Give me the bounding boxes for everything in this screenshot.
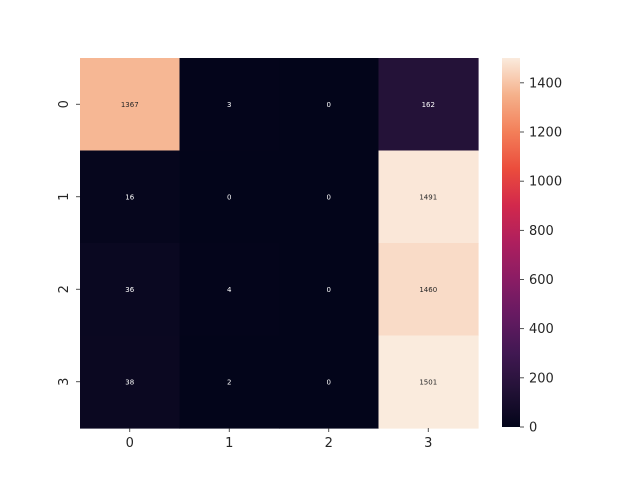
heatmap-cell-2-1 [179,243,280,337]
heatmap-cell-1-0 [80,150,181,244]
colorbar-tick-label-7: 1400 [529,76,562,91]
heatmap-cell-3-0 [80,335,181,429]
y-tick-label-3: 3 [57,378,72,386]
heatmap-cell-2-0 [80,243,181,337]
heatmap-cell-2-2 [279,243,380,337]
x-tick-label-1: 1 [225,436,233,451]
heatmap-cell-labels: 1367 3 0 162 16 0 0 1491 36 4 0 1460 38 2 0 1501 [121,101,437,387]
y-axis: 0 1 2 3 [57,100,80,386]
cell-label-1-2: 0 [327,193,331,201]
cell-label-1-1: 0 [227,193,231,201]
y-tick-label-2: 2 [57,285,72,293]
x-tick-label-3: 3 [424,436,432,451]
y-tick-label-1: 1 [57,193,72,201]
cell-label-0-0: 1367 [121,101,139,109]
colorbar-tick-label-6: 1200 [529,125,562,140]
cell-label-3-1: 2 [227,378,231,386]
heatmap-cell-3-2 [279,335,380,429]
cell-label-1-0: 16 [125,193,134,201]
heatmap-cells [80,58,479,429]
colorbar-gradient [502,58,520,427]
cell-label-2-1: 4 [227,286,232,294]
heatmap-cell-3-3 [378,335,479,429]
heatmap-cell-0-2 [279,58,380,152]
cell-label-0-3: 162 [422,101,435,109]
cell-label-3-0: 38 [125,378,134,386]
colorbar-ticks: 0 200 400 600 800 1000 1200 1400 [520,76,562,436]
heatmap-cell-0-0 [80,58,181,152]
cell-label-2-0: 36 [125,286,134,294]
heatmap-cell-0-3 [378,58,479,152]
colorbar-tick-label-3: 600 [529,273,554,288]
cell-label-2-3: 1460 [419,286,437,294]
cell-label-0-2: 0 [327,101,331,109]
x-tick-label-0: 0 [126,436,134,451]
colorbar-tick-label-2: 400 [529,322,554,337]
colorbar-tick-label-5: 1000 [529,175,562,190]
x-axis: 0 1 2 3 [126,428,432,451]
colorbar-tick-label-0: 0 [529,421,537,436]
heatmap-cell-3-1 [179,335,280,429]
cell-label-0-1: 3 [227,101,231,109]
heatmap-cell-1-1 [179,150,280,244]
colorbar-tick-label-4: 800 [529,224,554,239]
cell-label-3-2: 0 [327,378,331,386]
heatmap-cell-0-1 [179,58,280,152]
colorbar-tick-label-1: 200 [529,371,554,386]
cell-label-1-3: 1491 [419,193,437,201]
y-tick-label-0: 0 [57,100,72,108]
heatmap-cell-1-2 [279,150,380,244]
cell-label-3-3: 1501 [419,378,437,386]
colorbar: 0 200 400 600 800 1000 1200 1400 [502,58,562,436]
cell-label-2-2: 0 [327,286,331,294]
x-tick-label-2: 2 [325,436,333,451]
heatmap-cell-2-3 [378,243,479,337]
heatmap-cell-1-3 [378,150,479,244]
